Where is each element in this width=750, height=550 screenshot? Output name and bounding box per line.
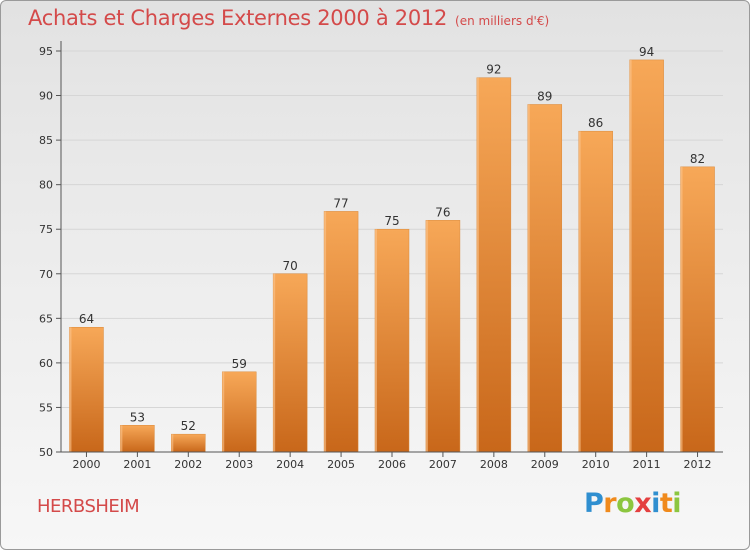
bar-2009 bbox=[527, 104, 563, 453]
logo-letter: r bbox=[603, 488, 617, 519]
bar-highlight bbox=[273, 273, 276, 452]
y-tick-label: 60 bbox=[39, 357, 53, 370]
y-tick-label: 75 bbox=[39, 223, 53, 236]
y-tick-label: 90 bbox=[39, 90, 53, 103]
bar-highlight bbox=[425, 220, 428, 452]
bar-2005 bbox=[323, 211, 359, 453]
x-tick-label-2010: 2010 bbox=[582, 458, 610, 471]
logo-letter: i bbox=[651, 488, 660, 519]
bar-highlight bbox=[680, 166, 683, 452]
data-label-2003: 59 bbox=[232, 357, 247, 371]
data-label-2008: 92 bbox=[486, 63, 501, 77]
bar-2002 bbox=[171, 433, 206, 453]
y-tick-label: 55 bbox=[39, 401, 53, 414]
x-tick-label-2000: 2000 bbox=[72, 458, 100, 471]
y-tick-label: 80 bbox=[39, 179, 53, 192]
proxiti-logo: Proxiti bbox=[584, 488, 682, 519]
data-label-2006: 75 bbox=[384, 214, 399, 228]
data-label-2010: 86 bbox=[588, 116, 603, 130]
bar-2007 bbox=[425, 220, 461, 453]
bar-highlight bbox=[629, 59, 632, 453]
chart-subtitle: (en milliers d'€) bbox=[455, 14, 550, 28]
logo-letter: P bbox=[584, 488, 604, 519]
data-label-2004: 70 bbox=[283, 259, 298, 273]
x-tick-label-2004: 2004 bbox=[276, 458, 304, 471]
x-tick-label-2002: 2002 bbox=[174, 458, 202, 471]
bar-highlight bbox=[120, 425, 123, 452]
bar-2001 bbox=[120, 425, 155, 453]
bar-highlight bbox=[476, 77, 479, 452]
x-tick-label-2005: 2005 bbox=[327, 458, 355, 471]
bar-2010 bbox=[578, 130, 613, 453]
y-tick-label: 50 bbox=[39, 446, 53, 459]
y-tick-label: 65 bbox=[39, 312, 53, 325]
chart-title: Achats et Charges Externes 2000 à 2012 (e… bbox=[28, 6, 549, 30]
y-tick-label: 70 bbox=[39, 268, 53, 281]
data-labels: 64 53 52 59 70 77 75 76 92 89 86 94 82 bbox=[79, 45, 705, 433]
x-tick-label-2006: 2006 bbox=[378, 458, 406, 471]
data-label-2001: 53 bbox=[130, 410, 145, 424]
commune-name: HERBSHEIM bbox=[37, 496, 140, 517]
bar-highlight bbox=[324, 211, 327, 452]
data-label-2002: 52 bbox=[181, 419, 196, 433]
bar-highlight bbox=[375, 229, 377, 452]
y-tick-label: 85 bbox=[39, 134, 53, 147]
data-label-2009: 89 bbox=[537, 89, 552, 103]
data-label-2005: 77 bbox=[333, 196, 348, 210]
axes: 50 55 60 65 70 75 80 85 90 95 2000 2001 2002 2003 2004… bbox=[39, 41, 723, 471]
bar-2000 bbox=[69, 326, 104, 453]
x-tick-label-2009: 2009 bbox=[531, 458, 559, 471]
x-tick-label-2001: 2001 bbox=[123, 458, 151, 471]
bars bbox=[69, 59, 715, 453]
chart-title-text: Achats et Charges Externes 2000 à 2012 bbox=[28, 6, 448, 30]
y-tick-label: 95 bbox=[39, 45, 53, 58]
data-label-2000: 64 bbox=[79, 312, 94, 326]
x-tick-label-2007: 2007 bbox=[429, 458, 457, 471]
x-tick-label-2003: 2003 bbox=[225, 458, 253, 471]
bar-2008 bbox=[476, 77, 512, 453]
x-tick-label-2012: 2012 bbox=[684, 458, 712, 471]
logo-letter: t bbox=[659, 488, 673, 519]
bar-highlight bbox=[578, 131, 581, 452]
data-label-2011: 94 bbox=[639, 45, 654, 59]
bar-2006 bbox=[374, 228, 410, 453]
data-label-2007: 76 bbox=[435, 205, 450, 219]
x-tick-label-2011: 2011 bbox=[633, 458, 661, 471]
data-label-2012: 82 bbox=[690, 152, 705, 166]
bar-2011 bbox=[629, 59, 664, 453]
bar-highlight bbox=[69, 327, 72, 452]
x-tick-label-2008: 2008 bbox=[480, 458, 508, 471]
logo-letter: i bbox=[672, 488, 682, 519]
bar-2012 bbox=[680, 166, 715, 453]
bar-highlight bbox=[527, 104, 530, 452]
bar-highlight bbox=[222, 371, 225, 452]
logo-letter: x bbox=[634, 488, 652, 519]
bar-2003 bbox=[221, 371, 257, 453]
bar-2004 bbox=[272, 273, 308, 453]
logo-letter: o bbox=[616, 488, 635, 519]
bar-highlight bbox=[171, 434, 174, 452]
